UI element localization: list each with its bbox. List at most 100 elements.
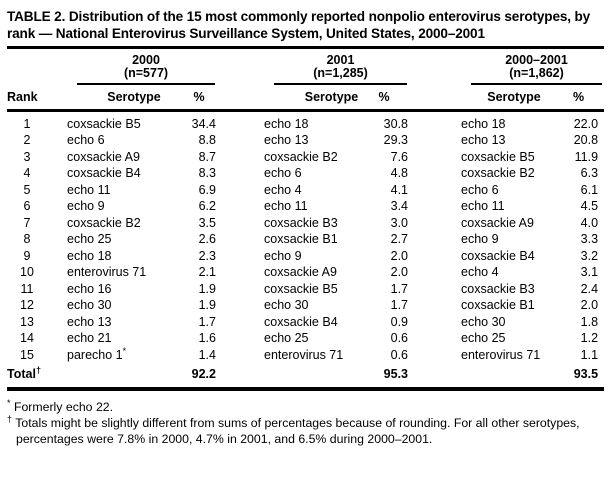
serotype-cell: coxsackie B5 xyxy=(67,116,141,131)
group-period: 2001 xyxy=(326,52,355,67)
group-header-2000-2001: 2000–2001 (n=1,862) xyxy=(461,47,604,85)
column-gap xyxy=(409,264,461,281)
pct-cell: 3.2 xyxy=(580,248,599,263)
table-row: 7 coxsackie B2 3.5 coxsackie B3 3.0 coxsackie… xyxy=(7,215,604,232)
serotype-cell: parecho 1* xyxy=(67,345,127,362)
column-gap xyxy=(409,110,461,132)
serotype-cell: echo 13 xyxy=(264,133,309,148)
lead-gap xyxy=(47,165,67,182)
column-gap xyxy=(409,231,461,248)
column-gap xyxy=(409,132,461,149)
pct-cell: 4.8 xyxy=(390,166,409,181)
footnotes: * Formerly echo 22. † Totals might be sl… xyxy=(7,398,606,447)
rank-cell: 3 xyxy=(23,149,31,164)
lead-gap xyxy=(47,347,67,364)
table-row: 1 coxsackie B5 34.4 echo 18 30.8 echo 18 22.0 xyxy=(7,110,604,132)
serotype-cell: coxsackie B2 xyxy=(264,149,338,164)
column-gap xyxy=(409,297,461,314)
pct-cell: 6.9 xyxy=(198,182,216,197)
rank-cell: 8 xyxy=(23,232,31,247)
lead-gap xyxy=(47,132,67,149)
pct-cell: 29.3 xyxy=(383,133,409,148)
rank-cell: 5 xyxy=(23,182,31,197)
serotype-cell: echo 4 xyxy=(461,265,499,280)
column-gap xyxy=(409,330,461,347)
column-gap xyxy=(217,231,264,248)
table-row: 4 coxsackie B4 8.3 echo 6 4.8 coxsackie B2 6.3 xyxy=(7,165,604,182)
column-gap xyxy=(217,281,264,298)
serotype-cell: echo 9 xyxy=(461,232,499,247)
pct-cell: 1.9 xyxy=(198,298,216,313)
pct-cell: 3.4 xyxy=(390,199,409,214)
serotype-cell: echo 30 xyxy=(264,298,309,313)
pct-cell: 7.6 xyxy=(390,149,409,164)
serotype-column-header-2000: Serotype xyxy=(67,84,181,112)
serotype-table: 2000 (n=577) 2001 (n=1,285) 2000–2001 (n… xyxy=(7,45,605,392)
pct-cell: 1.2 xyxy=(580,331,599,346)
table-row: 15 parecho 1* 1.4 enterovirus 71 0.6 enterovi… xyxy=(7,345,604,364)
column-gap xyxy=(409,149,461,166)
pct-cell: 11.9 xyxy=(574,149,599,164)
column-gap xyxy=(409,215,461,232)
pct-cell: 2.0 xyxy=(390,265,409,280)
table-row: 12 echo 30 1.9 echo 30 1.7 coxsackie B1 2.0 xyxy=(7,297,604,314)
column-gap xyxy=(409,281,461,298)
lead-gap xyxy=(47,84,67,112)
pct-cell: 2.0 xyxy=(390,248,409,263)
lead-gap xyxy=(47,330,67,347)
rank-cell: 9 xyxy=(23,248,31,263)
column-gap xyxy=(409,84,462,112)
serotype-cell: coxsackie B3 xyxy=(264,215,338,230)
serotype-cell: echo 30 xyxy=(67,298,112,313)
serotype-cell: echo 25 xyxy=(67,232,112,247)
pct-cell: 8.3 xyxy=(198,166,216,181)
serotype-cell: echo 21 xyxy=(67,331,112,346)
serotype-column-header-2000-2001: Serotype xyxy=(461,84,554,112)
rank-cell: 10 xyxy=(20,265,34,280)
pct-column-header-2001: % xyxy=(359,84,410,112)
serotype-cell: echo 11 xyxy=(67,182,111,197)
column-gap xyxy=(409,47,461,85)
serotype-cell: coxsackie B1 xyxy=(264,232,338,247)
pct-cell: 4.5 xyxy=(580,199,599,214)
asterisk-marker: * xyxy=(7,398,11,409)
group-header-2001: 2001 (n=1,285) xyxy=(264,47,409,85)
footnote-text: Formerly echo 22. xyxy=(13,400,114,415)
column-gap xyxy=(217,215,264,232)
group-n: (n=1,862) xyxy=(509,66,564,81)
serotype-cell: echo 30 xyxy=(461,314,506,329)
table-row: 3 coxsackie A9 8.7 coxsackie B2 7.6 coxsackie… xyxy=(7,149,604,166)
serotype-cell: coxsackie B3 xyxy=(461,281,535,296)
dagger-marker: † xyxy=(35,365,41,376)
serotype-column-header-2001: Serotype xyxy=(264,84,359,112)
pct-cell: 3.1 xyxy=(580,265,599,280)
pct-cell: 34.4 xyxy=(191,116,216,131)
rank-cell: 4 xyxy=(23,166,31,181)
lead-gap xyxy=(47,110,67,132)
serotype-cell: coxsackie B5 xyxy=(461,149,535,164)
column-gap xyxy=(217,198,264,215)
pct-cell: 0.6 xyxy=(390,331,409,346)
column-gap xyxy=(217,165,264,182)
total-pct-2001: 95.3 xyxy=(359,363,410,392)
empty-cell xyxy=(461,363,554,392)
group-n: (n=577) xyxy=(123,66,169,81)
table-row: 5 echo 11 6.9 echo 4 4.1 echo 6 6.1 xyxy=(7,182,604,199)
table-row: 2 echo 6 8.8 echo 13 29.3 echo 13 20.8 xyxy=(7,132,604,149)
serotype-cell: echo 16 xyxy=(67,281,112,296)
pct-cell: 2.6 xyxy=(198,232,216,247)
group-n: (n=1,285) xyxy=(313,66,368,81)
lead-gap xyxy=(47,182,67,199)
serotype-cell: echo 18 xyxy=(461,116,506,131)
serotype-cell: coxsackie B4 xyxy=(264,314,338,329)
pct-cell: 30.8 xyxy=(383,116,409,131)
group-header-2000: 2000 (n=577) xyxy=(67,47,217,85)
pct-cell: 2.3 xyxy=(198,248,216,263)
pct-cell: 3.3 xyxy=(580,232,599,247)
serotype-cell: echo 25 xyxy=(461,331,506,346)
lead-gap xyxy=(47,281,67,298)
table-title: TABLE 2. Distribution of the 15 most com… xyxy=(7,9,591,42)
serotype-cell: coxsackie B2 xyxy=(67,215,141,230)
pct-cell: 1.6 xyxy=(198,331,216,346)
serotype-cell: echo 6 xyxy=(67,133,105,148)
